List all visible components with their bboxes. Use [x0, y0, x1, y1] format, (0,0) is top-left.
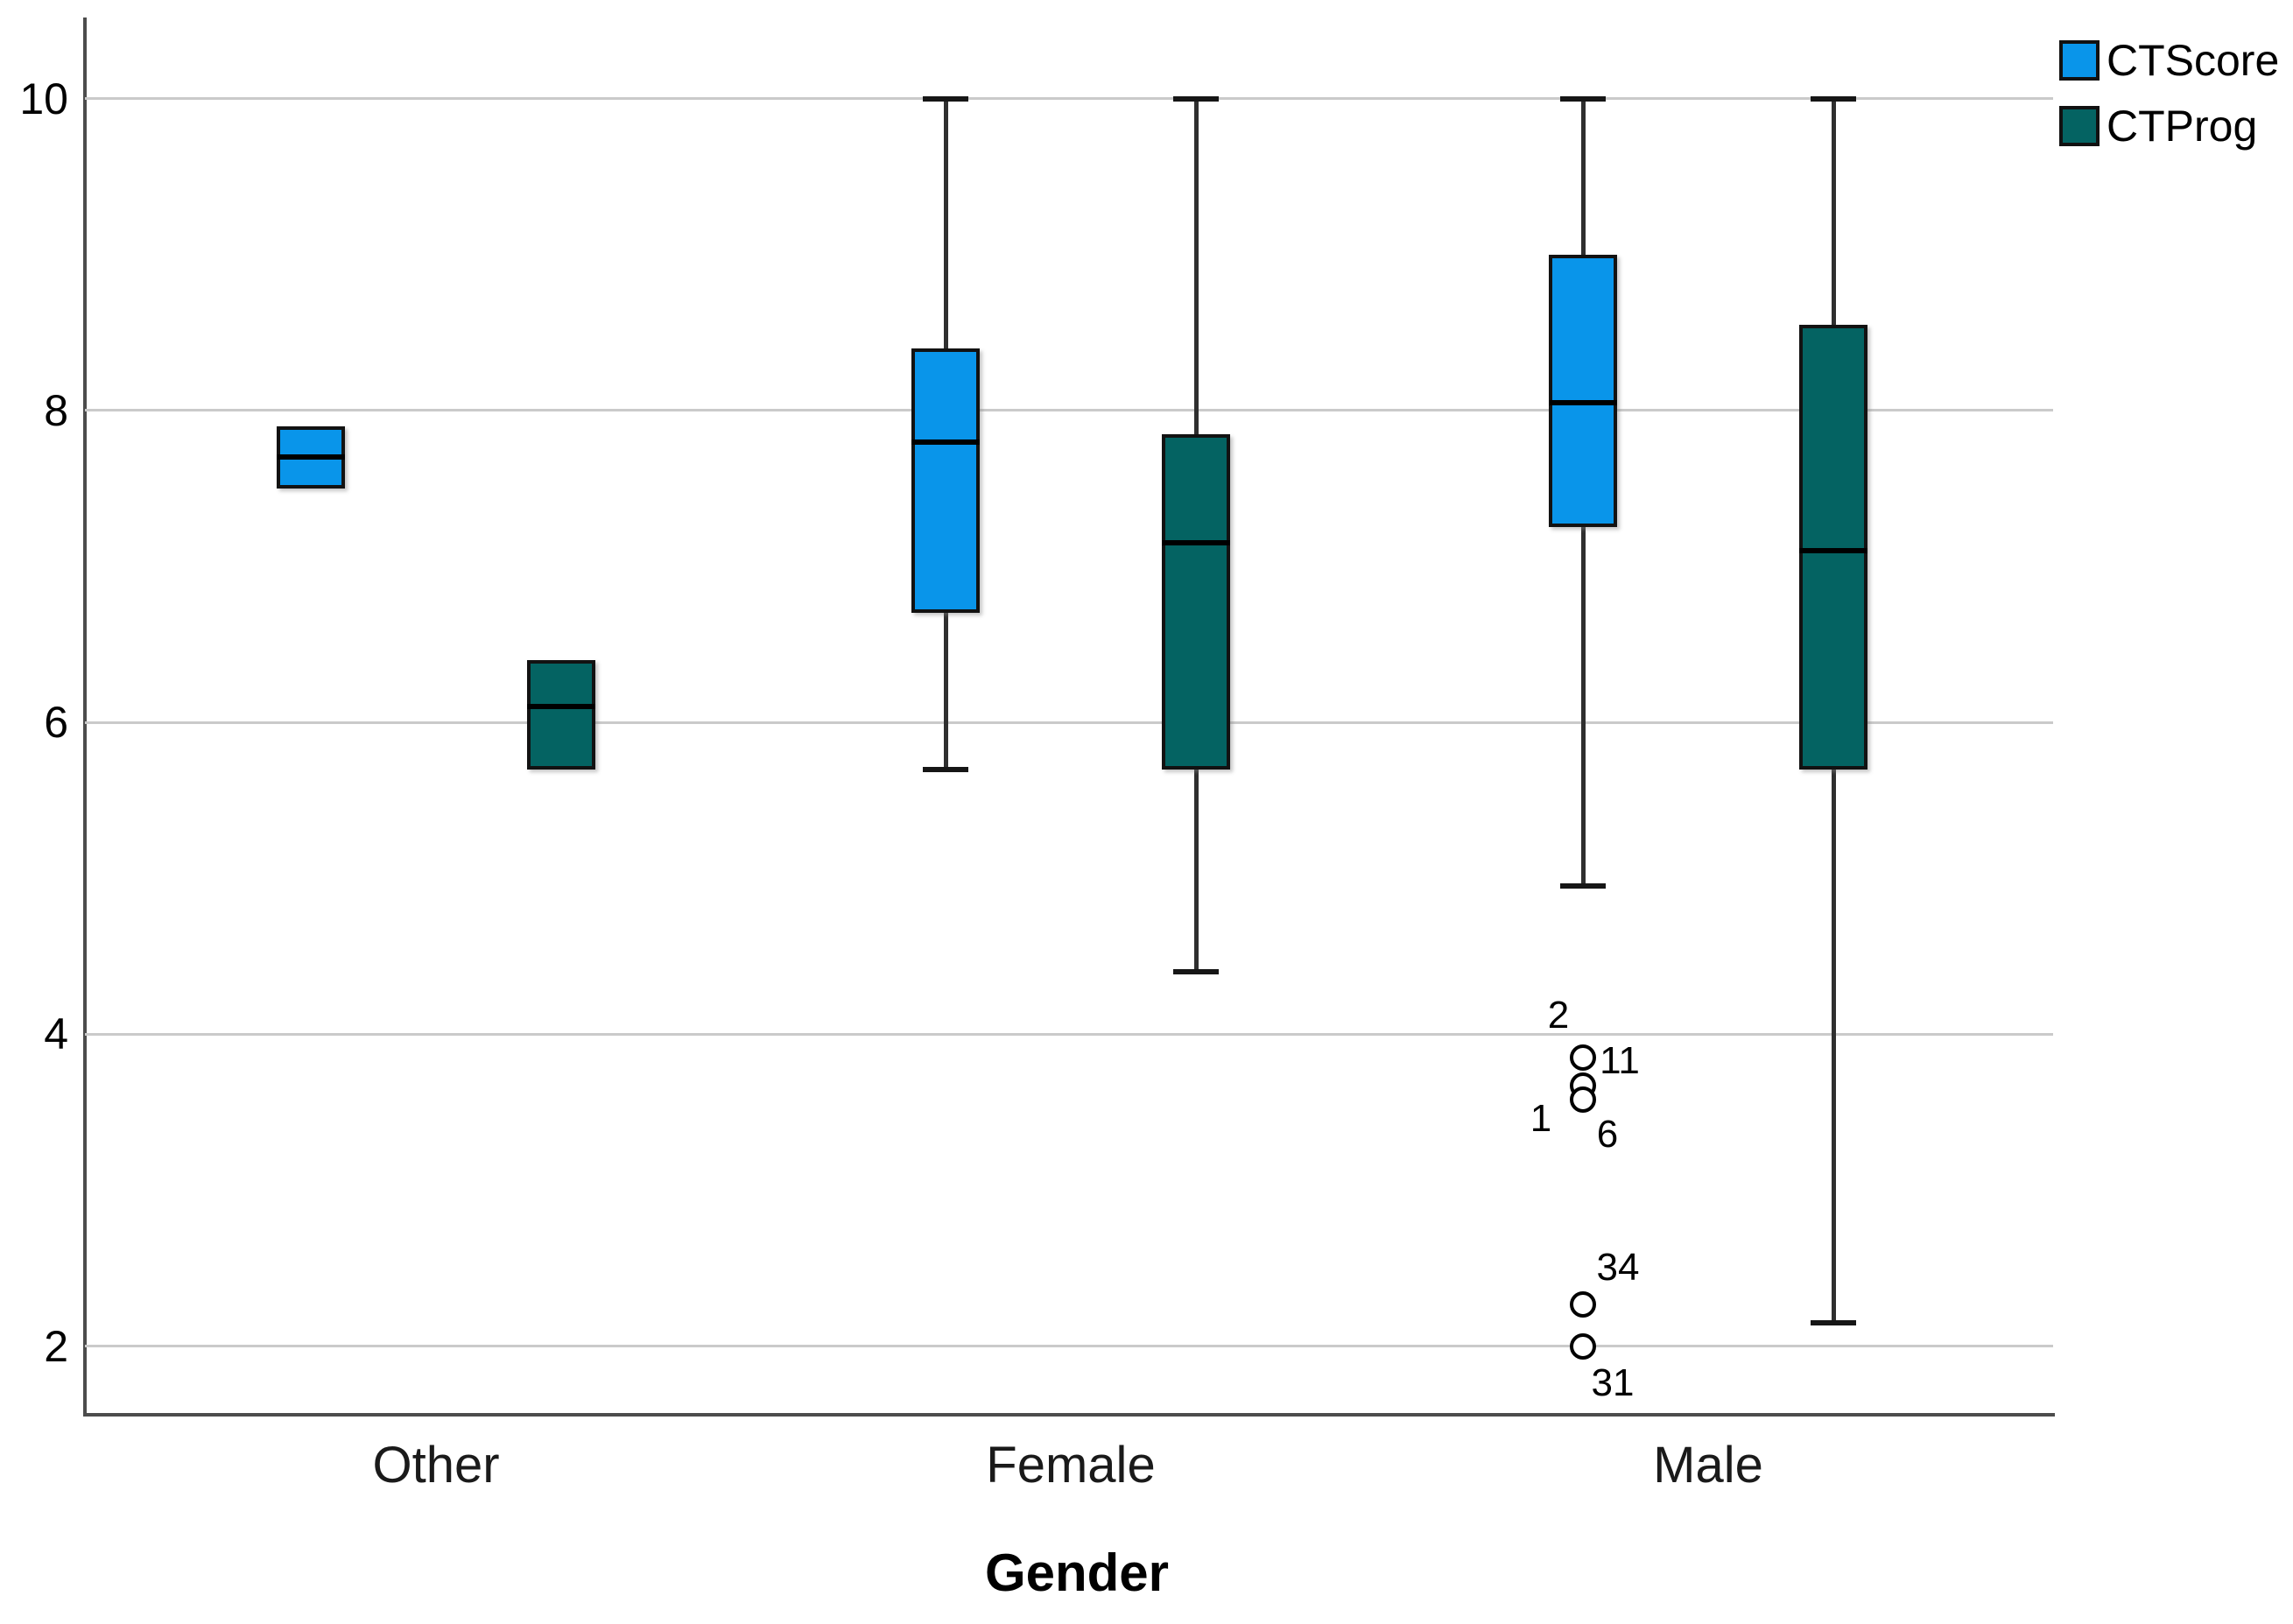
outlier-case-label-1: 1 [1530, 1097, 1552, 1141]
gridline-10 [85, 97, 2053, 101]
ctprog-median-male [1799, 548, 1867, 554]
ctscore-median-male [1549, 399, 1617, 405]
ctscore-upper-whisker-male [1580, 98, 1586, 255]
ctscore-lower-whisker-female [943, 613, 948, 770]
ctprog-upper-whisker-male [1831, 98, 1836, 325]
ctprog-upper-whisker-female [1193, 98, 1199, 434]
ctscore-lower-whisker-male [1580, 527, 1586, 887]
ctscore-upper-whisker-female [943, 98, 948, 348]
legend-swatch-ctscore [2059, 40, 2100, 81]
ctprog-median-female [1162, 540, 1230, 546]
legend-row-ctprog: CTProg [2059, 101, 2279, 151]
outlier-case-label-31: 31 [1591, 1360, 1635, 1404]
gridline-4 [85, 1032, 2053, 1036]
ctscore-upper-cap-female [923, 95, 968, 102]
ctscore-outlier-circle-male [1570, 1044, 1596, 1072]
legend-row-ctscore: CTScore [2059, 35, 2279, 86]
ctprog-box-other [527, 659, 595, 770]
ctprog-upper-cap-male [1811, 95, 1856, 102]
category-label-male: Male [1653, 1437, 1763, 1494]
ctscore-outlier-circle-male [1570, 1290, 1596, 1318]
outlier-case-label-34: 34 [1596, 1245, 1640, 1289]
outlier-case-label-2: 2 [1547, 994, 1570, 1037]
y-tick-label-8: 8 [44, 385, 68, 435]
x-axis-title: Gender [984, 1543, 1170, 1602]
x-axis-line [83, 1413, 2055, 1417]
ctscore-median-other [277, 454, 345, 460]
legend-label-ctscore: CTScore [2107, 36, 2280, 85]
ctscore-lower-cap-female [923, 766, 968, 772]
ctprog-lower-cap-male [1811, 1319, 1856, 1325]
gridline-6 [85, 721, 2053, 724]
ctscore-outlier-circle-male [1570, 1086, 1596, 1114]
y-tick-label-10: 10 [19, 74, 68, 123]
ctprog-lower-whisker-male [1831, 769, 1836, 1323]
legend-label-ctprog: CTProg [2107, 102, 2258, 151]
ctscore-lower-cap-male [1560, 883, 1606, 889]
ctscore-outlier-circle-male [1570, 1332, 1596, 1360]
ctprog-lower-whisker-female [1193, 769, 1199, 973]
y-tick-label-2: 2 [44, 1321, 68, 1371]
ctscore-box-female [911, 348, 980, 614]
ctprog-lower-cap-female [1173, 969, 1219, 975]
ctscore-median-female [911, 439, 980, 445]
gridline-8 [85, 409, 2053, 412]
ctscore-upper-cap-male [1560, 95, 1606, 102]
outlier-case-label-6: 6 [1596, 1113, 1619, 1156]
ctprog-box-male [1799, 324, 1867, 770]
category-label-female: Female [986, 1437, 1156, 1494]
y-tick-label-4: 4 [44, 1009, 68, 1059]
legend-swatch-ctprog [2059, 106, 2100, 146]
ctscore-box-male [1549, 254, 1617, 528]
outlier-case-label-11: 11 [1600, 1039, 1640, 1083]
y-tick-label-6: 6 [44, 698, 68, 748]
ctprog-box-female [1162, 433, 1230, 770]
ctprog-median-other [527, 704, 595, 710]
ctprog-upper-cap-female [1173, 95, 1219, 102]
category-label-other: Other [372, 1437, 500, 1494]
legend: CTScore CTProg [2059, 35, 2279, 151]
gridline-2 [85, 1345, 2053, 1348]
y-axis-line [83, 18, 87, 1417]
